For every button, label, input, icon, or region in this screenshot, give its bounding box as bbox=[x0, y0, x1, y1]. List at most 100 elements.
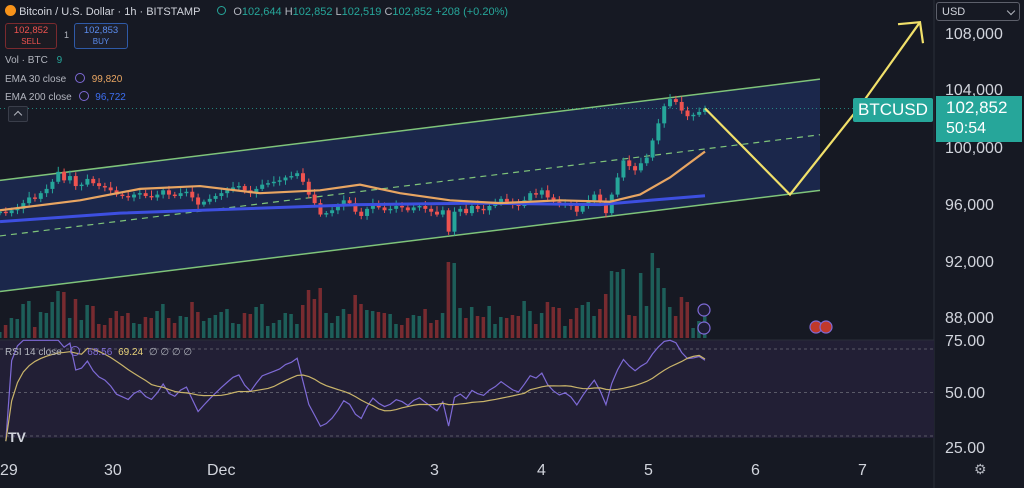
volume-bar bbox=[207, 318, 212, 338]
volume-bar bbox=[662, 288, 666, 338]
volume-bar bbox=[242, 313, 247, 338]
ema200-legend[interactable]: EMA 200 close 96,722 bbox=[5, 91, 126, 103]
ohlc-open: 102,644 bbox=[241, 6, 282, 18]
candle-body bbox=[662, 106, 667, 124]
currency-select[interactable]: USD bbox=[936, 2, 1020, 21]
volume-bar bbox=[335, 316, 340, 338]
volume-bar bbox=[271, 323, 276, 338]
candle-body bbox=[347, 200, 352, 204]
y-tick-104000: 104,000 bbox=[945, 82, 1003, 99]
ohlc-low: 102,519 bbox=[341, 6, 382, 18]
volume-legend[interactable]: Vol · BTC 9 bbox=[5, 55, 62, 66]
candle-body bbox=[283, 177, 288, 181]
volume-bar bbox=[0, 332, 2, 338]
candle-body bbox=[190, 191, 195, 198]
volume-bar bbox=[563, 326, 567, 338]
volume-bar bbox=[330, 323, 334, 338]
candle-body bbox=[691, 114, 696, 117]
candle-body bbox=[429, 208, 434, 212]
rsi-placeholders: ∅ ∅ ∅ ∅ bbox=[148, 347, 193, 358]
rsi-legend[interactable]: RSI 14 close 68.56 69.24 ∅ ∅ ∅ ∅ bbox=[5, 346, 192, 358]
volume-bar bbox=[73, 299, 78, 338]
volume-bar bbox=[633, 316, 637, 338]
volume-bar bbox=[91, 306, 95, 338]
candle-body bbox=[633, 166, 638, 171]
volume-bar bbox=[417, 316, 422, 338]
candle-body bbox=[254, 188, 259, 194]
volume-bar bbox=[108, 318, 113, 338]
candle-body bbox=[516, 204, 521, 206]
volume-bar bbox=[79, 320, 84, 338]
volume-bar bbox=[644, 306, 649, 338]
volume-bar bbox=[627, 315, 631, 338]
candle-body bbox=[300, 173, 305, 182]
candle-body bbox=[132, 194, 137, 198]
rsi-ma-line bbox=[5, 347, 706, 442]
volume-bar bbox=[324, 313, 328, 338]
collapse-legend-button[interactable] bbox=[8, 106, 28, 122]
channel-upper-line bbox=[0, 78, 821, 182]
ema30-value: 99,820 bbox=[91, 74, 123, 85]
volume-bar bbox=[219, 312, 223, 338]
candle-body bbox=[388, 208, 393, 211]
volume-bar bbox=[213, 315, 218, 338]
volume-bar bbox=[423, 309, 427, 338]
candle-body bbox=[411, 207, 416, 211]
volume-bar bbox=[539, 313, 544, 338]
candle-body bbox=[673, 99, 678, 102]
candle-body bbox=[603, 201, 608, 214]
volume-bar bbox=[405, 318, 410, 338]
candle-body bbox=[615, 177, 620, 195]
y-tick-92000: 92,000 bbox=[945, 254, 994, 271]
ema30-line bbox=[0, 150, 706, 212]
gear-icon[interactable]: ⚙ bbox=[974, 461, 987, 477]
rsi-value: 68.56 bbox=[87, 347, 113, 358]
volume-bar bbox=[155, 311, 159, 338]
candle-body bbox=[341, 200, 346, 206]
volume-bar bbox=[522, 301, 526, 338]
candle-body bbox=[236, 186, 241, 188]
channel-mid-line bbox=[0, 134, 821, 237]
candle-body bbox=[627, 160, 632, 167]
volume-bar bbox=[15, 319, 19, 338]
volume-bar bbox=[62, 292, 66, 338]
candle-body bbox=[67, 176, 72, 181]
candle-body bbox=[196, 197, 201, 205]
candle-body bbox=[62, 171, 67, 181]
volume-bar bbox=[557, 308, 561, 338]
candle-body bbox=[32, 197, 37, 199]
volume-bar bbox=[376, 312, 381, 338]
volume-label: Vol · BTC bbox=[5, 55, 48, 66]
candle-body bbox=[295, 173, 300, 177]
volume-bar bbox=[691, 328, 695, 338]
tradingview-logo: TV bbox=[8, 429, 27, 445]
volume-bar bbox=[434, 320, 439, 338]
candle-body bbox=[97, 183, 102, 187]
volume-bar bbox=[289, 314, 293, 338]
rsi-ma-value: 69.24 bbox=[118, 347, 144, 358]
volume-bar bbox=[9, 318, 14, 338]
buy-button[interactable]: 102,853 BUY bbox=[74, 23, 128, 49]
candle-body bbox=[487, 206, 492, 211]
candle-body bbox=[56, 171, 61, 182]
candle-body bbox=[475, 206, 480, 209]
sell-button[interactable]: 102,852 SELL bbox=[5, 23, 57, 49]
candle-body bbox=[207, 198, 212, 202]
volume-bar bbox=[668, 307, 672, 338]
price-axis-panel bbox=[934, 0, 1024, 488]
ema30-legend[interactable]: EMA 30 close 99,820 bbox=[5, 73, 122, 85]
rsi-tick-75: 75.00 bbox=[945, 333, 986, 350]
volume-bar bbox=[44, 313, 49, 338]
rsi-tick-25: 25.00 bbox=[945, 440, 986, 457]
volume-bar bbox=[394, 324, 398, 338]
chevron-down-icon bbox=[1006, 6, 1016, 16]
ohlc-open-label: O bbox=[233, 6, 242, 18]
volume-bar bbox=[545, 302, 550, 338]
volume-bar bbox=[50, 302, 54, 338]
ohlc-high: 102,852 bbox=[292, 6, 333, 18]
candle-body bbox=[289, 176, 294, 178]
candle-body bbox=[306, 181, 311, 195]
volume-bar bbox=[621, 269, 625, 338]
candle-body bbox=[85, 178, 90, 185]
